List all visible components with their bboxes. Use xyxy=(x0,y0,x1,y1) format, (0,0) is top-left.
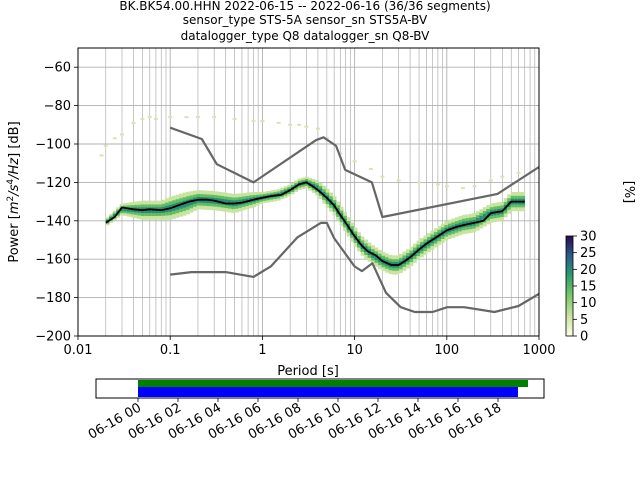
heatmap-cell-high xyxy=(318,188,323,194)
outlier-cell xyxy=(396,179,401,182)
outlier-cell xyxy=(352,160,357,163)
heatmap-cell-high xyxy=(479,215,484,222)
outlier-cell xyxy=(288,123,293,126)
outlier-cell xyxy=(324,137,329,140)
outlier-cell xyxy=(99,154,104,157)
plot-frame xyxy=(77,47,540,337)
coverage-bar-blue xyxy=(138,387,518,397)
heatmap-cell-high xyxy=(126,207,131,212)
outlier-cell xyxy=(368,167,373,170)
heatmap-cell-high xyxy=(475,218,480,224)
y-axis-label: Power [m2/s4/Hz] [dB] xyxy=(6,121,22,262)
heatmap-cell-high xyxy=(220,198,225,205)
outlier-cell xyxy=(444,185,449,188)
x-tick-label: 0.1 xyxy=(160,343,181,358)
outlier-cell xyxy=(147,116,152,119)
outlier-cell xyxy=(516,171,521,174)
outlier-cell xyxy=(140,118,145,121)
outlier-cell xyxy=(103,144,108,147)
outlier-cell xyxy=(131,121,136,124)
colorbar-tick-label: 25 xyxy=(580,246,597,261)
y-tick-label: −80 xyxy=(44,99,71,114)
mean-curve-line xyxy=(105,181,525,266)
y-tick-label: −120 xyxy=(35,176,71,191)
ppsd-plot-area: 0.01 0.1 1 10 100 1000 −60 −80 −100 −120 −140 −160… xyxy=(35,47,556,358)
outlier-cell xyxy=(153,118,158,121)
y-tick-label: −100 xyxy=(35,138,71,153)
heatmap-cell-high xyxy=(112,214,117,217)
heatmap-cell-high xyxy=(119,208,124,212)
x-tick-label: 0.01 xyxy=(64,343,93,358)
x-tick-label: 100 xyxy=(434,343,459,358)
outlier-cell xyxy=(276,121,281,124)
x-tick-label: 10 xyxy=(346,343,363,358)
timeline-bars xyxy=(138,380,528,397)
heatmap-cell-high xyxy=(182,200,187,208)
colorbar-tick-label: 15 xyxy=(580,280,597,295)
outlier-cell xyxy=(232,118,237,121)
heatmap-cell-high xyxy=(224,199,229,206)
outlier-cell xyxy=(461,187,466,190)
y-axis-ticks: −60 −80 −100 −120 −140 −160 −180 −200 xyxy=(35,61,78,345)
mean-curve xyxy=(105,181,525,266)
outlier-cell xyxy=(472,185,477,188)
outlier-cell xyxy=(338,152,343,155)
coverage-bar-green xyxy=(138,380,528,387)
grid-lines xyxy=(77,48,539,337)
outlier-cell xyxy=(195,116,200,119)
x-tick-label: 1 xyxy=(258,343,266,358)
outlier-cell xyxy=(168,116,173,119)
x-tick-label: 1000 xyxy=(522,343,555,358)
outlier-cell xyxy=(212,116,217,119)
x-axis-ticks: 0.01 0.1 1 10 100 1000 xyxy=(64,336,556,358)
heatmap-cell-high xyxy=(315,185,320,190)
outlier-cell xyxy=(184,116,189,119)
colorbar-tick-label: 30 xyxy=(580,230,597,245)
colorbar-tick-label: 0 xyxy=(580,330,588,345)
noise-models xyxy=(169,126,539,314)
outlier-cell xyxy=(488,179,493,182)
outlier-cell xyxy=(119,133,124,136)
y-tick-label: −160 xyxy=(35,253,71,268)
outlier-cell xyxy=(500,175,505,178)
colorbar-tick-label: 10 xyxy=(580,296,597,311)
colorbar-label: [%] xyxy=(621,181,636,204)
outlier-cell xyxy=(297,123,302,126)
outlier-cell xyxy=(112,137,117,140)
colorbar-gradient xyxy=(565,235,574,337)
y-tick-label: −60 xyxy=(44,61,71,76)
x-axis-label: Period [s] xyxy=(277,364,339,379)
y-tick-label: −140 xyxy=(35,214,71,229)
nhnm-curve xyxy=(169,126,539,219)
chart-title-line-2: sensor_type STS-5A sensor_sn STS5A-BV xyxy=(183,13,428,27)
y-tick-label: −180 xyxy=(35,291,71,306)
outlier-cell xyxy=(380,175,385,178)
outlier-cell xyxy=(260,119,265,122)
nlnm-curve xyxy=(170,221,539,314)
outlier-cell xyxy=(417,181,422,184)
heatmap-cell-high xyxy=(123,207,128,212)
heatmap-cell-high xyxy=(186,199,190,207)
colorbar-tick-label: 20 xyxy=(580,263,597,278)
chart-title-line-3: datalogger_type Q8 datalogger_sn Q8-BV xyxy=(181,29,431,43)
outlier-cell xyxy=(435,183,440,186)
colorbar-tick-label: 5 xyxy=(580,313,588,328)
heatmap-cell-high xyxy=(482,213,487,220)
y-tick-label: −200 xyxy=(35,330,71,345)
outlier-cell xyxy=(315,127,320,130)
outlier-cell xyxy=(304,125,309,128)
heatmap-cell-high xyxy=(147,207,152,214)
outlier-cell xyxy=(251,119,256,122)
plot-background xyxy=(78,48,539,336)
chart-title-line-1: BK.BK54.00.HHN 2022-06-15 -- 2022-06-16 … xyxy=(119,0,490,13)
